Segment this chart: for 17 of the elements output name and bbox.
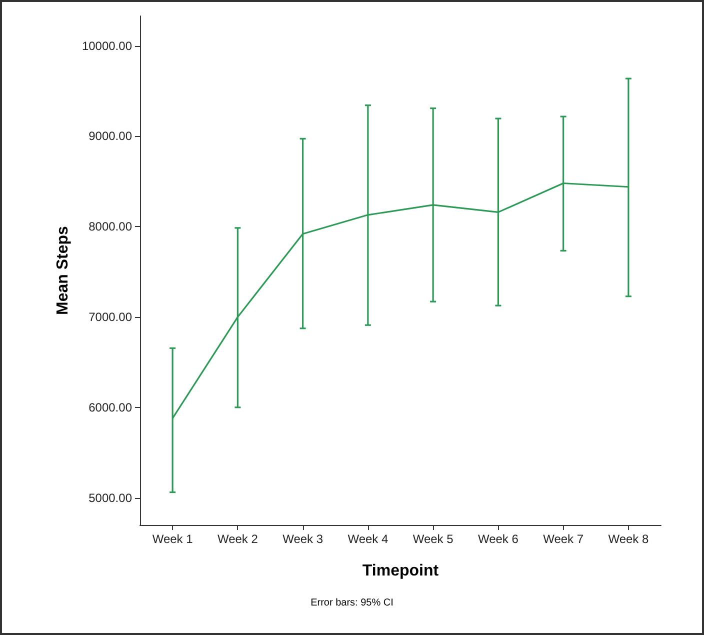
- text: Error bars: 95% CI: [310, 598, 394, 608]
- x-tick-label: Week 2: [217, 532, 258, 546]
- y-tick-label: 6000.00: [88, 400, 132, 414]
- x-tick-label: Week 3: [282, 532, 324, 546]
- y-axis-title: Mean Steps: [54, 226, 72, 315]
- y-tick-label: 9000.00: [88, 129, 132, 144]
- x-tick-label: Week 4: [348, 532, 388, 546]
- y-tick-label: 10000.00: [82, 38, 132, 53]
- y-tick-label: 5000.00: [88, 490, 132, 505]
- x-tick-label: Week 8: [608, 532, 649, 546]
- x-tick-label: Week 6: [478, 532, 519, 546]
- x-tick-label: Week 1: [152, 532, 194, 546]
- x-tick-label: Week 5: [412, 532, 454, 546]
- y-tick-label: 7000.00: [88, 310, 132, 324]
- x-tick-label: Week 7: [543, 532, 584, 546]
- x-axis-title: Timepoint: [362, 562, 440, 580]
- y-tick-label: 8000.00: [88, 220, 132, 234]
